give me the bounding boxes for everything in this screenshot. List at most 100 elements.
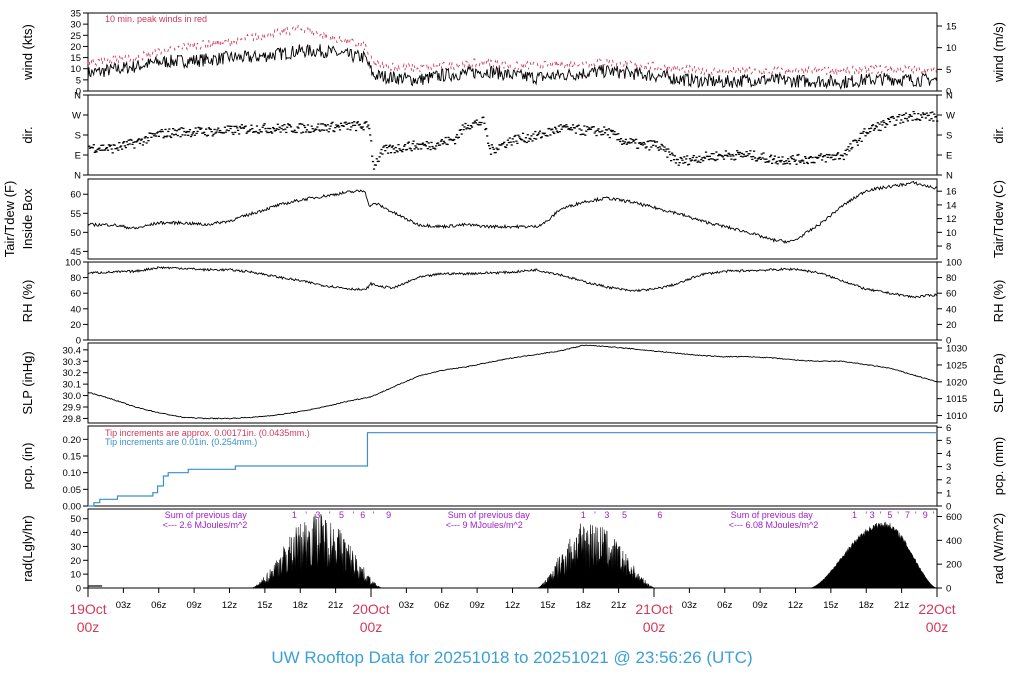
dir-point: [406, 142, 409, 144]
dir-point: [864, 135, 867, 137]
dir-point: [405, 148, 409, 151]
dir-point: [921, 112, 925, 114]
dir-point: [101, 149, 104, 151]
rh-ytick-label-right: 40: [946, 304, 957, 315]
dir-point: [455, 136, 458, 138]
pcp-ytick-label-right: 4: [946, 449, 951, 460]
dir-point: [750, 156, 753, 158]
dir-point: [352, 124, 355, 127]
dir-point: [333, 130, 336, 133]
dir-point: [642, 141, 645, 144]
dir-point: [773, 155, 776, 157]
rad-hour-mark: ': [933, 510, 935, 520]
time-tick-label: 18z: [576, 600, 592, 611]
dir-point: [799, 161, 802, 164]
dir-point: [741, 156, 744, 158]
dir-point: [245, 132, 248, 134]
slp-ytick-label-left: 30.4: [63, 345, 82, 356]
wind-frame: [87, 12, 938, 92]
dir-point: [928, 119, 931, 121]
dir-point: [163, 135, 166, 137]
rad-ytick-label-left: 10: [70, 570, 81, 581]
dir-point: [526, 134, 529, 136]
dir-point: [652, 144, 655, 146]
dir-point: [680, 157, 683, 160]
dir-point: [558, 131, 561, 133]
time-tick-label: 09z: [186, 600, 202, 611]
dir-point: [509, 141, 512, 143]
dir-point: [874, 125, 877, 127]
dir-point: [262, 124, 265, 126]
dir-point: [407, 141, 410, 143]
dir-point: [770, 154, 773, 156]
dir-point: [306, 124, 310, 126]
temp-ytick-label-left: 45: [70, 247, 81, 258]
dir-point: [557, 125, 560, 127]
dir-point: [155, 132, 159, 134]
dir-point: [691, 156, 694, 159]
dir-point: [255, 125, 259, 127]
dir-point: [796, 154, 799, 156]
rh-series-0: [87, 266, 938, 299]
dir-point: [351, 122, 354, 124]
dir-point: [865, 131, 868, 134]
dir-point: [224, 131, 227, 133]
dir-point: [237, 129, 240, 131]
dir-point: [506, 139, 509, 141]
rad-day-0: [250, 513, 383, 589]
dir-point: [754, 157, 757, 159]
dir-point: [635, 138, 638, 140]
dir-point: [637, 147, 640, 149]
dir-point: [183, 130, 186, 133]
dir-point: [198, 127, 201, 129]
dir-point: [293, 129, 296, 131]
dir-ytick-label-left: S: [75, 131, 81, 142]
dir-point: [867, 132, 870, 134]
dir-point: [921, 116, 924, 118]
pcp-ytick-label-right: 6: [946, 423, 951, 434]
dir-point: [835, 154, 838, 157]
dir-point: [924, 117, 927, 119]
dir-point: [125, 141, 128, 143]
dir-point: [671, 154, 675, 156]
rad-hour-mark: 5: [622, 510, 627, 520]
dir-point: [402, 148, 405, 151]
rh-ytick-label-right: 60: [946, 289, 957, 300]
dir-point: [528, 137, 531, 140]
dir-point: [166, 135, 169, 137]
dir-point: [301, 123, 304, 125]
dir-point: [260, 131, 263, 133]
dir-point: [582, 133, 585, 135]
dir-point: [412, 140, 415, 142]
dir-point: [707, 158, 710, 161]
dir-point: [397, 144, 400, 146]
dir-point: [930, 118, 933, 120]
pcp-ytick-label-left: 0.05: [63, 485, 82, 496]
dir-point: [574, 132, 577, 134]
dir-point: [902, 121, 905, 123]
dir-point: [791, 155, 794, 157]
dir-point: [577, 124, 580, 126]
dir-point: [118, 142, 121, 144]
dir-point: [768, 160, 771, 162]
dir-point: [122, 142, 125, 144]
dir-point: [295, 131, 298, 134]
dir-point: [554, 126, 557, 128]
dir-point: [210, 131, 213, 133]
dir-point: [617, 133, 620, 135]
dir-point: [88, 147, 92, 149]
dir-point: [684, 161, 687, 164]
time-tick-label: 12z: [788, 600, 804, 611]
dir-point: [138, 138, 141, 140]
rad-daily-sum-label: Sum of previous day: [448, 510, 531, 520]
dir-point: [553, 132, 556, 134]
dir-point: [900, 119, 903, 121]
dir-point: [828, 154, 831, 156]
dir-point: [563, 125, 566, 127]
dir-point: [826, 156, 829, 158]
dir-point: [502, 143, 505, 145]
dir-point: [200, 127, 203, 129]
rad-hour-mark: 6: [657, 510, 662, 520]
dir-point: [131, 143, 134, 145]
temp-ytick-label-right: 8: [946, 242, 951, 253]
